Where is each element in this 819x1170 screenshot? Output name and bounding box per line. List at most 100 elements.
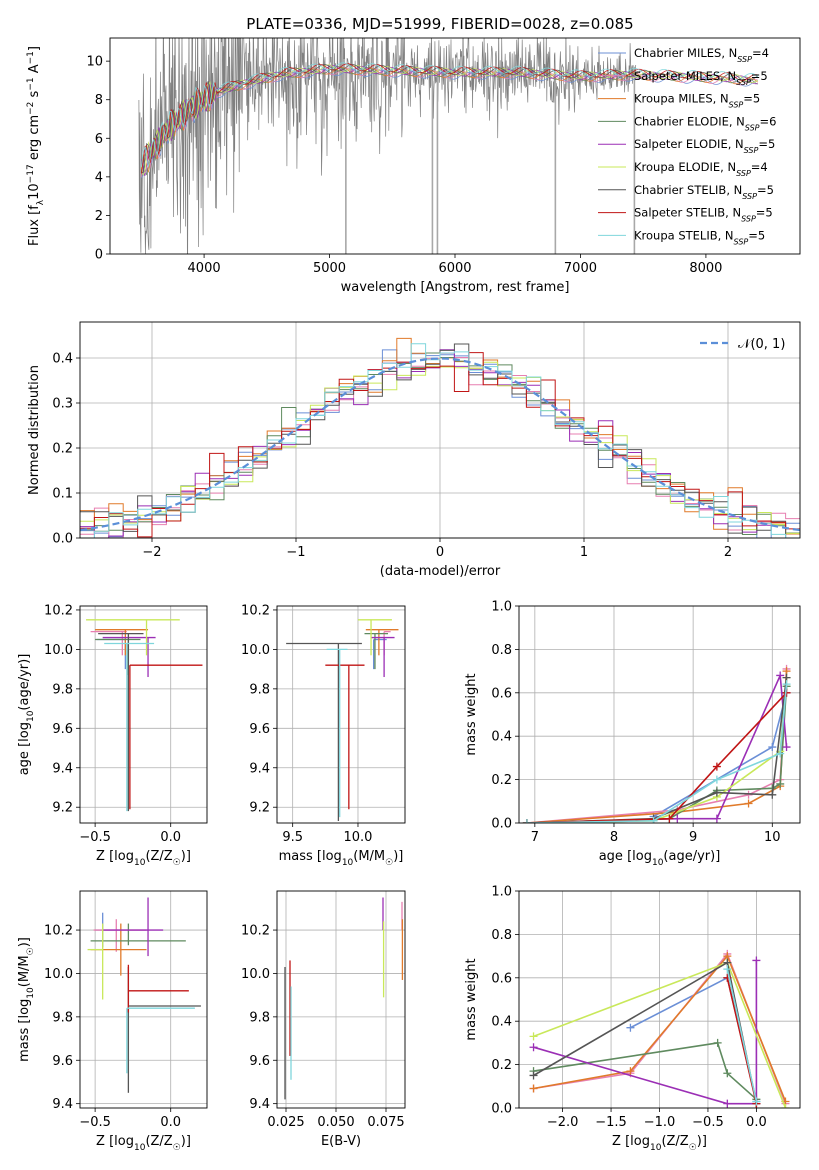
figure-title: PLATE=0336, MJD=51999, FIBERID=0028, z=0… [246, 15, 633, 33]
weight-marker [781, 1104, 790, 1108]
x-tick-label: 0.0 [746, 1115, 767, 1130]
plot-area [529, 949, 790, 1108]
x-tick-label: 7 [531, 830, 539, 845]
y-tick-label: 0.6 [491, 686, 512, 701]
legend-entry: Kroupa MILES, NSSP=5 [634, 92, 760, 110]
panel-mass_vs_ebv: 0.025 0.050 0.075 9.4 9.6 9.8 10.0 10.2 E(B-V) [241, 890, 406, 1149]
axes-frame [276, 890, 406, 1109]
y-tick-label: 0.2 [52, 442, 73, 457]
plot-area [522, 664, 791, 823]
x-tick-label: 9.5 [282, 830, 303, 845]
axes-frame [79, 605, 208, 824]
weight-line-chabrier-elodie [526, 686, 788, 823]
y-tick-label: 9.8 [52, 1010, 73, 1025]
x-axis-label: Z [log10(Z/Z☉)] [612, 1134, 707, 1153]
x-tick-label: −1 [286, 545, 305, 560]
weight-marker [768, 743, 777, 752]
weight-marker [529, 1043, 538, 1052]
y-axis-label: mass [log10(M/M☉)] [17, 937, 36, 1062]
y-tick-label: 10.2 [241, 924, 270, 939]
weight-marker [673, 814, 682, 823]
weight-line-chabrier-miles [653, 692, 788, 818]
y-axis-label: Flux [fλ10−17 erg cm−2 s−1 A−1] [26, 46, 46, 246]
y-tick-label: 10.2 [44, 603, 73, 618]
weight-marker [712, 814, 721, 823]
model-kroupa-miles-line [141, 66, 759, 173]
plot-area [80, 337, 800, 538]
axes-frame [79, 890, 208, 1109]
axes-frame [79, 321, 801, 539]
x-tick-label: 5000 [313, 261, 346, 276]
x-tick-label: −0.5 [692, 1115, 724, 1130]
x-tick-label: 10 [764, 830, 781, 845]
y-tick-label: 0.4 [491, 1015, 512, 1030]
x-axis-label: mass [log10(M/M☉)] [279, 849, 404, 868]
x-tick-label: −2.0 [547, 1115, 579, 1130]
y-axis-label: mass weight [464, 673, 479, 755]
y-tick-label: 9.2 [52, 801, 73, 816]
weight-marker [649, 816, 658, 823]
x-axis-label: age [log10(age/yr)] [599, 849, 721, 868]
y-tick-label: 1.0 [491, 885, 512, 900]
weight-line-salpeter-miles [526, 668, 788, 823]
y-tick-label: 0.2 [491, 773, 512, 788]
x-tick-label: −0.5 [79, 830, 111, 845]
y-tick-label: 9.4 [249, 761, 270, 776]
x-tick-label: 7000 [564, 261, 597, 276]
y-tick-label: 10.2 [44, 924, 73, 939]
plot-area [138, 38, 759, 254]
weight-marker [744, 799, 753, 808]
legend-entry: Chabrier MILES, NSSP=4 [634, 46, 769, 64]
y-tick-label: 9.6 [52, 1054, 73, 1069]
x-tick-label: −1.0 [644, 1115, 676, 1130]
model-salpeter-miles-line [141, 67, 758, 178]
y-tick-label: 1.0 [491, 600, 512, 615]
axes-frame [518, 890, 801, 1109]
normal-curve [80, 357, 800, 532]
y-tick-label: 9.6 [249, 1054, 270, 1069]
x-tick-label: −2 [142, 545, 161, 560]
y-tick-label: 10.0 [241, 967, 270, 982]
y-tick-label: 10 [86, 55, 103, 70]
y-tick-label: 0.0 [52, 532, 73, 547]
y-tick-label: 10.0 [44, 643, 73, 658]
x-tick-label: 0.025 [267, 1115, 304, 1130]
x-tick-label: 9 [689, 830, 697, 845]
weight-marker [712, 775, 721, 784]
x-tick-label: 2 [724, 545, 732, 560]
y-tick-label: 0.0 [491, 1102, 512, 1117]
y-tick-label: 9.8 [249, 682, 270, 697]
y-tick-label: 0.1 [52, 487, 73, 502]
y-tick-label: 10.2 [241, 603, 270, 618]
panel-age_vs_mass: 9.5 10.0 9.2 9.4 9.6 9.8 10.0 10.2 mass [log10(M… [241, 603, 406, 868]
legend-entry: Salpeter MILES, NSSP=5 [634, 69, 768, 87]
weight-line-salpeter-elodie [533, 960, 758, 1105]
weight-marker [782, 743, 791, 752]
y-tick-label: 0.4 [52, 352, 73, 367]
weight-marker [529, 1084, 538, 1093]
y-tick-label: 9.4 [249, 1097, 270, 1112]
x-tick-label: 0.0 [160, 1115, 181, 1130]
weight-marker [522, 819, 531, 823]
x-tick-label: 0.050 [317, 1115, 354, 1130]
y-tick-label: 10.0 [44, 967, 73, 982]
y-tick-label: 0.0 [491, 817, 512, 832]
weight-marker [723, 1099, 732, 1108]
panel-mass_vs_Z: −0.5 0.0 9.4 9.6 9.8 10.0 10.2 Z [log10(Z/Z☉)] m… [17, 890, 208, 1153]
weight-marker [776, 671, 785, 680]
panel-age_vs_Z: −0.5 0.0 9.2 9.4 9.6 9.8 10.0 10.2 Z [log10(Z/Z☉… [17, 603, 208, 868]
plot-area [87, 897, 201, 1093]
weight-marker [713, 1038, 722, 1047]
y-tick-label: 8 [95, 93, 103, 108]
weight-marker [665, 814, 674, 823]
plot-area [284, 897, 404, 1100]
y-tick-label: 2 [95, 209, 103, 224]
legend-entry: Chabrier STELIB, NSSP=5 [634, 183, 774, 201]
weight-marker [626, 1023, 635, 1032]
x-tick-label: 8000 [689, 261, 722, 276]
weight-marker [529, 1032, 538, 1041]
y-tick-label: 9.6 [52, 722, 73, 737]
weight-marker [776, 749, 785, 758]
panel-spectrum: 4000 5000 6000 7000 8000 0 2 4 6 8 10 Chabrier MILE… [26, 37, 801, 295]
